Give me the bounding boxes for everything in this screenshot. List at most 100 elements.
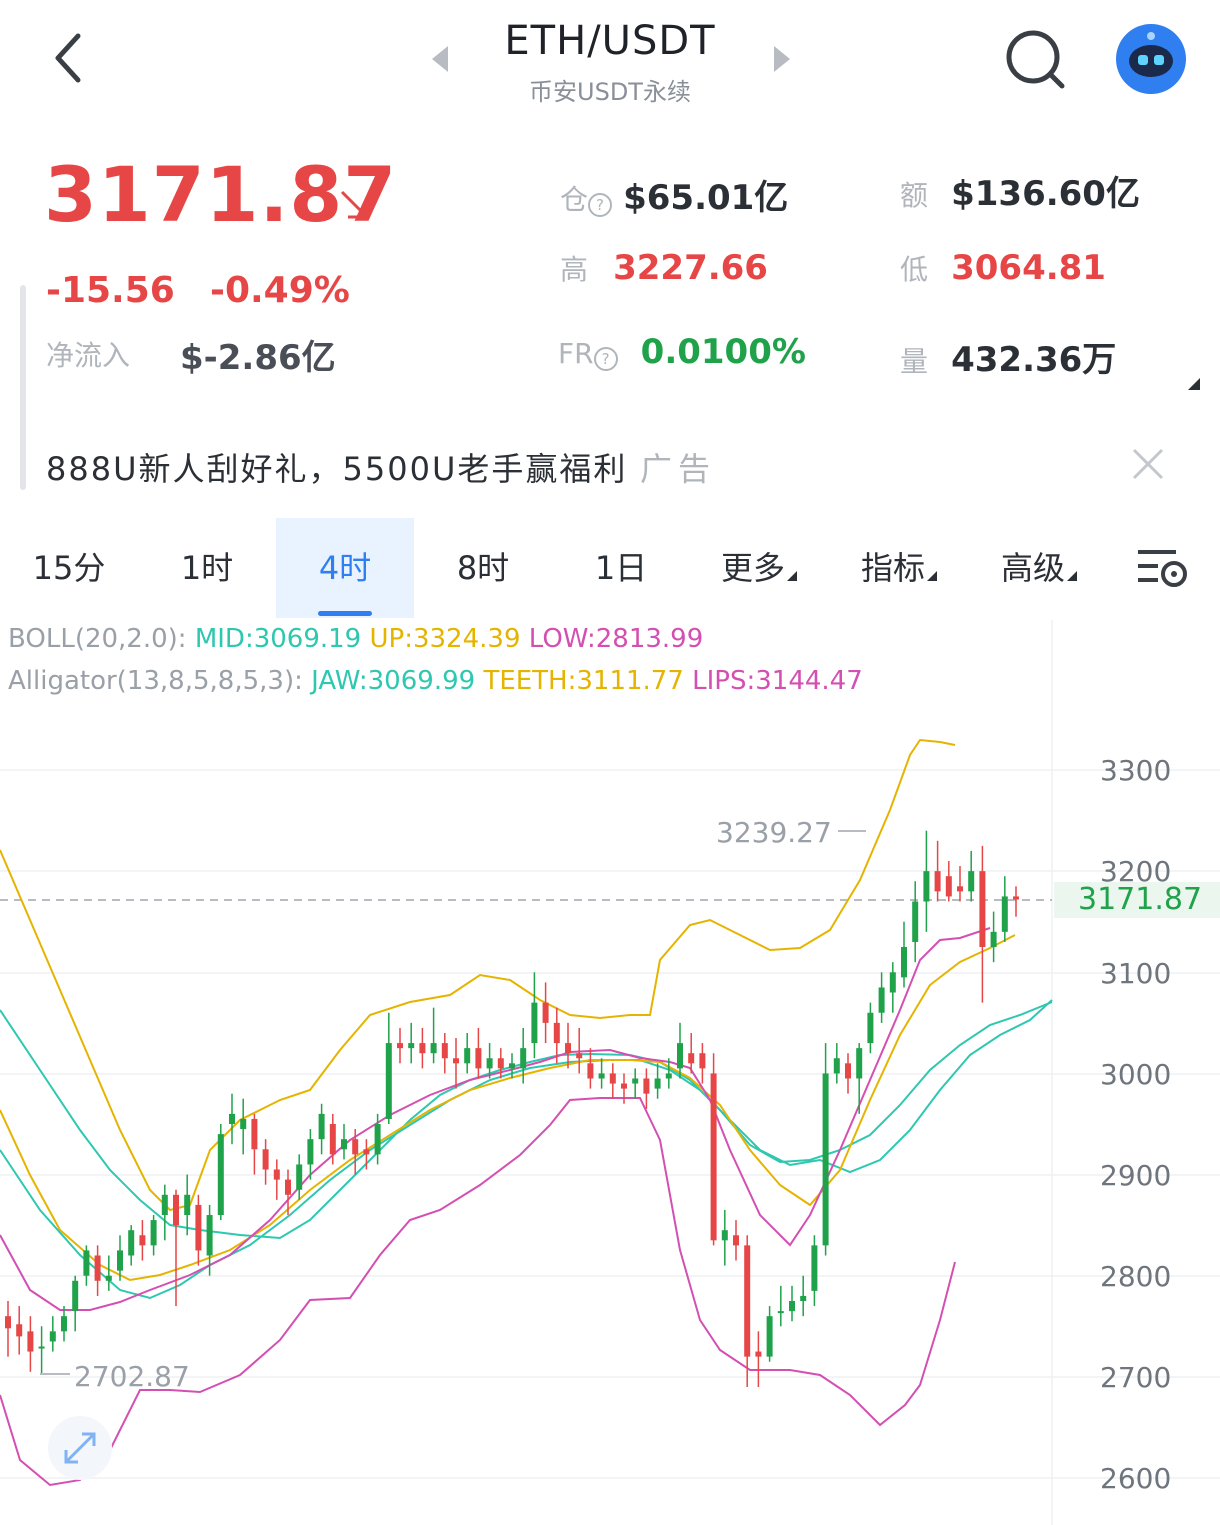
candle-body	[509, 1063, 515, 1069]
tab-advanced[interactable]: 高级	[970, 518, 1108, 618]
candle-body	[217, 1134, 224, 1216]
tab-15m[interactable]: 15分	[0, 518, 138, 618]
candle-body	[889, 972, 896, 993]
boll-lower-line	[0, 1097, 956, 1487]
y-tick: 3100	[1100, 957, 1172, 990]
prev-pair-icon[interactable]	[428, 44, 452, 74]
candle-body	[184, 1194, 191, 1216]
candle-body	[587, 1063, 594, 1079]
y-tick: 3300	[1100, 754, 1172, 787]
candle-body	[374, 1124, 381, 1155]
search-icon[interactable]	[1002, 26, 1068, 92]
candle-body	[565, 1043, 571, 1054]
back-icon[interactable]	[40, 28, 100, 88]
tab-more[interactable]: 更多	[690, 518, 828, 618]
candle-body	[195, 1204, 202, 1251]
alligator-lips-line	[0, 927, 991, 1311]
next-pair-icon[interactable]	[770, 44, 794, 74]
expand-icon[interactable]	[48, 1416, 112, 1480]
close-icon[interactable]	[1128, 444, 1168, 484]
tab-label: 指标	[860, 549, 925, 587]
candle-body	[789, 1301, 795, 1312]
price-change: -15.56	[46, 270, 175, 311]
candle-body	[632, 1078, 639, 1084]
pair-title[interactable]: ETH/USDT	[504, 18, 716, 64]
tab-label: 更多	[720, 549, 785, 587]
candle-body	[173, 1194, 179, 1226]
candle-body	[957, 886, 963, 892]
candle-body	[677, 1043, 683, 1069]
ad-banner-text[interactable]: 888U新人刮好礼，5500U老手赢福利	[46, 450, 628, 488]
high-label: 高	[560, 253, 589, 286]
chart-settings-icon[interactable]	[1136, 546, 1190, 590]
y-tick: 2600	[1100, 1462, 1172, 1495]
boll-indicator-legend: BOLL(20,2.0): MID:3069.19 UP:3324.39 LOW…	[8, 624, 703, 654]
arrow-down-right-icon	[340, 190, 369, 219]
candle-body	[83, 1250, 90, 1276]
alligator-teeth-line	[0, 934, 1016, 1282]
volume-value: 432.36万	[951, 340, 1117, 380]
alligator-indicator-legend: Alligator(13,8,5,8,5,3): JAW:3069.99 TEE…	[8, 666, 863, 696]
interval-tabs: 15分 1时 4时 8时 1日 更多 指标 高级	[0, 518, 1220, 618]
low-marker-label: 2702.87	[74, 1360, 190, 1393]
expand-stats-icon[interactable]	[1188, 378, 1200, 390]
tab-1d[interactable]: 1日	[552, 518, 690, 618]
candle-body	[822, 1073, 829, 1246]
candle-body	[453, 1058, 459, 1064]
dropdown-icon	[1067, 571, 1077, 581]
last-price: 3171.87	[44, 150, 398, 239]
alligator-teeth-value: TEETH:3111.77	[483, 666, 684, 696]
candle-body	[397, 1043, 403, 1049]
alligator-lips-value: LIPS:3144.47	[692, 666, 863, 696]
tab-label: 15分	[32, 549, 106, 587]
candle-body	[27, 1331, 34, 1352]
candle-body	[766, 1316, 773, 1357]
tab-4h[interactable]: 4时	[276, 518, 414, 618]
info-icon[interactable]: ?	[593, 346, 618, 371]
candle-body	[49, 1331, 56, 1342]
tab-1h[interactable]: 1时	[138, 518, 276, 618]
candle-body	[744, 1245, 751, 1357]
candle-body	[520, 1048, 527, 1069]
kline-chart[interactable]	[0, 620, 1220, 1525]
tab-indicators[interactable]: 指标	[830, 518, 968, 618]
candle-body	[430, 1043, 437, 1054]
y-tick: 2700	[1100, 1361, 1172, 1394]
candle-body	[665, 1073, 672, 1079]
boll-mid-value: MID:3069.19	[194, 624, 362, 654]
candle-body	[811, 1245, 818, 1291]
candle-body	[699, 1053, 706, 1069]
candle-body	[688, 1053, 695, 1064]
candle-body	[363, 1149, 370, 1155]
candle-body	[721, 1230, 728, 1241]
candle-body	[38, 1346, 45, 1349]
low-stat: 低 3064.81	[900, 248, 1106, 288]
info-icon[interactable]: ?	[588, 192, 613, 217]
boll-label: BOLL(20,2.0):	[8, 624, 187, 654]
tab-label: 8时	[456, 549, 510, 587]
candle-body	[654, 1078, 661, 1089]
funding-rate-stat: FR? 0.0100%	[558, 332, 806, 372]
turnover-label: 额	[900, 179, 929, 212]
tab-label: 高级	[1000, 549, 1065, 587]
candle-body	[497, 1058, 504, 1069]
low-value: 3064.81	[951, 248, 1106, 288]
candle-body	[285, 1179, 291, 1195]
candle-body	[1001, 896, 1008, 932]
candle-body	[94, 1255, 101, 1281]
candle-body	[262, 1149, 269, 1170]
candle-body	[733, 1235, 739, 1246]
boll-up-value: UP:3324.39	[369, 624, 521, 654]
candlesticks	[5, 830, 1019, 1387]
price-change-percent: -0.49%	[210, 270, 350, 311]
candle-body	[105, 1275, 112, 1281]
tab-8h[interactable]: 8时	[414, 518, 552, 618]
candle-body	[553, 1022, 560, 1044]
candle-body	[139, 1235, 146, 1246]
candle-body	[251, 1118, 258, 1150]
robot-avatar-icon[interactable]	[1116, 24, 1186, 94]
candle-body	[710, 1073, 717, 1241]
candle-body	[621, 1083, 627, 1089]
candle-body	[867, 1012, 874, 1044]
candle-body	[486, 1058, 493, 1069]
